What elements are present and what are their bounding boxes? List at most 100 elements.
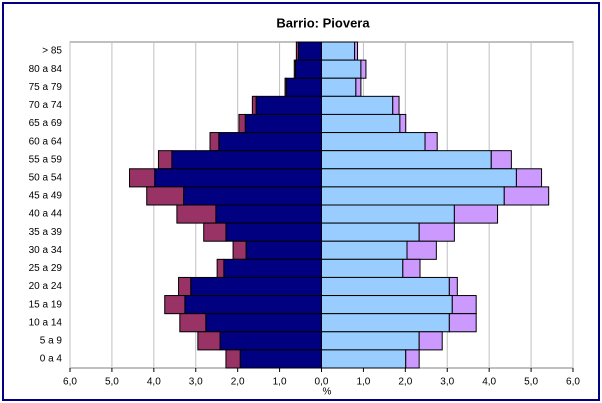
bar-segment (321, 204, 455, 224)
x-axis-label: % (323, 387, 332, 398)
bar-segment (244, 113, 322, 134)
bar-segment (392, 95, 400, 115)
bar-segment (285, 77, 323, 97)
x-tick-label: 2,0 (231, 377, 245, 388)
bar-segment (399, 113, 407, 134)
y-tick-label: 30 a 34 (29, 245, 63, 256)
bar-segment (406, 240, 437, 260)
bar-segment (190, 276, 322, 297)
bar-segment (402, 258, 421, 278)
y-tick-label: 20 a 24 (29, 281, 63, 292)
bar-segment (197, 331, 221, 351)
y-tick-label: 10 a 14 (29, 317, 63, 328)
bar-segment (184, 295, 322, 315)
x-tick-label: 3,0 (440, 377, 454, 388)
y-tick-label: 5 a 9 (40, 335, 63, 346)
y-tick-label: 75 a 79 (29, 82, 63, 93)
bar-segment (321, 150, 492, 170)
bar-segment (321, 276, 450, 297)
bar-segment (321, 331, 420, 351)
bar-segment (293, 59, 297, 79)
y-tick-label: 80 a 84 (29, 64, 63, 75)
bar-segment (146, 186, 185, 206)
bar-segment (251, 95, 257, 115)
bar-segment (176, 204, 217, 224)
bar-segment (171, 150, 322, 170)
bar-segment (239, 349, 323, 369)
bar-segment (321, 77, 357, 97)
bar-segment (321, 132, 426, 152)
bar-segment (203, 222, 227, 242)
bar-segment (453, 204, 499, 224)
bar-segment (448, 313, 477, 333)
bar-segment (321, 240, 408, 260)
y-tick-label: 15 a 19 (29, 299, 63, 310)
bar-segment (321, 295, 453, 315)
bar-segment (225, 349, 241, 369)
x-tick-label: 2,0 (398, 377, 412, 388)
bar-segment (451, 295, 477, 315)
bar-segment (321, 313, 450, 333)
bar-segment (321, 186, 505, 206)
bar-segment (232, 240, 247, 260)
x-tick-label: 6,0 (566, 377, 580, 388)
x-tick-label: 1,0 (273, 377, 287, 388)
y-tick-label: 55 a 59 (29, 154, 63, 165)
y-tick-label: 60 a 64 (29, 136, 63, 147)
x-tick-label: 5,0 (105, 377, 119, 388)
y-tick-label: 50 a 54 (29, 172, 63, 183)
bar-segment (284, 77, 287, 97)
bar-segment (218, 132, 322, 152)
bar-segment (223, 258, 322, 278)
bar-segment (321, 59, 362, 79)
bar-segment (360, 59, 367, 79)
bar-segment (209, 132, 220, 152)
bar-segment (321, 258, 404, 278)
y-tick-label: 35 a 39 (29, 227, 63, 238)
y-tick-label: 40 a 44 (29, 209, 63, 220)
y-tick-label: 65 a 69 (29, 118, 63, 129)
bar-segment (321, 222, 420, 242)
bar-segment (321, 349, 407, 369)
x-tick-label: 0,0 (315, 377, 329, 388)
bar-segment (205, 313, 322, 333)
bar-segment (418, 222, 455, 242)
y-tick-label: 70 a 74 (29, 100, 63, 111)
bar-segment (295, 41, 299, 61)
bar-segment (405, 349, 420, 369)
bar-segment (418, 331, 443, 351)
bar-segment (354, 41, 359, 61)
bar-segment (154, 168, 322, 188)
bar-segment (215, 204, 322, 224)
bar-segment (321, 113, 401, 134)
y-tick-label: > 85 (42, 46, 62, 57)
bar-segment (424, 132, 438, 152)
bar-segment (219, 331, 322, 351)
bar-segment (355, 77, 362, 97)
bar-segment (245, 240, 322, 260)
y-tick-label: 45 a 49 (29, 191, 63, 202)
bar-segment (295, 59, 322, 79)
bar-segment (238, 113, 246, 134)
bar-segment (321, 41, 356, 61)
bar-segment (225, 222, 322, 242)
y-tick-label: 0 a 4 (40, 354, 63, 365)
bar-segment (178, 276, 192, 297)
bar-segment (183, 186, 322, 206)
bar-segment (157, 150, 173, 170)
bar-segment (129, 168, 156, 188)
x-tick-label: 1,0 (356, 377, 370, 388)
bar-segment (164, 295, 186, 315)
bar-segment (503, 186, 550, 206)
bar-segment (448, 276, 458, 297)
bar-segment (179, 313, 207, 333)
bar-segment (297, 41, 322, 61)
x-tick-label: 3,0 (189, 377, 203, 388)
x-tick-label: 4,0 (482, 377, 496, 388)
bar-segment (490, 150, 512, 170)
bar-segment (515, 168, 543, 188)
bar-segment (255, 95, 322, 115)
bar-segment (321, 168, 517, 188)
x-tick-label: 4,0 (147, 377, 161, 388)
